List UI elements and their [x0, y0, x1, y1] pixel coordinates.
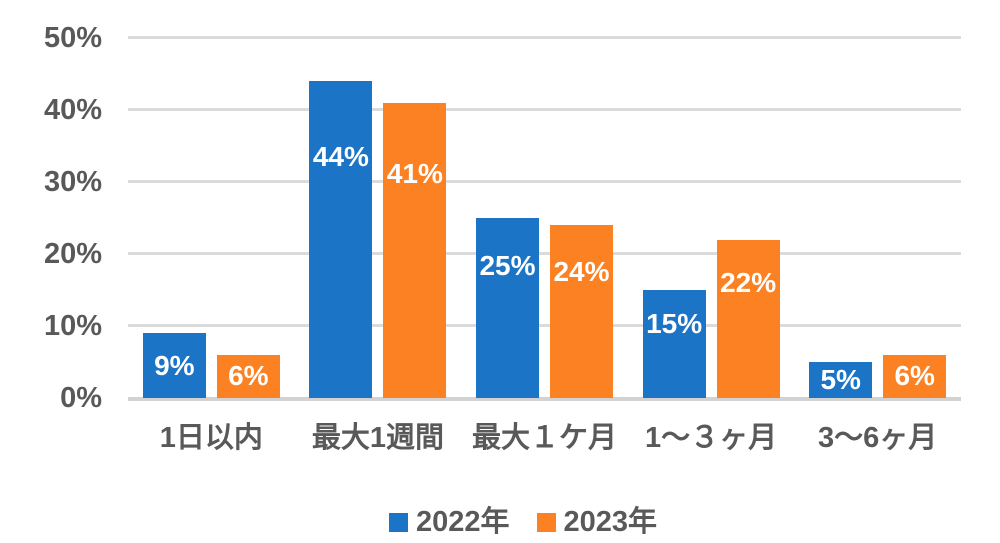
- y-tick-label-20: 20%: [43, 238, 102, 270]
- gridline-40: [128, 108, 961, 111]
- bar-2022年-1〜３ヶ月: 15%: [642, 290, 706, 398]
- gridline-10: [128, 324, 961, 327]
- gridline-30: [128, 180, 961, 183]
- bar-value-label: 25%: [479, 250, 536, 281]
- bar-value-label: 41%: [386, 157, 443, 189]
- category-label-3: 1〜３ヶ月: [645, 422, 778, 454]
- legend: 2022年 2023年: [23, 505, 1000, 539]
- bar-value-label: 24%: [553, 255, 610, 287]
- legend-item-2023年: 2023年: [536, 505, 658, 539]
- bar-2023年-最大1週間: 41%: [383, 102, 447, 398]
- bar-2022年-3〜6ヶ月: 5%: [809, 362, 873, 398]
- category-label-4: 3〜6ヶ月: [818, 422, 938, 454]
- legend-swatch-icon: [536, 512, 556, 532]
- bar-value-label: 9%: [154, 349, 195, 381]
- gridline-50: [128, 36, 961, 39]
- legend-item-2022年: 2022年: [388, 505, 510, 539]
- bar-value-label: 22%: [720, 267, 777, 299]
- legend-label: 2022年: [415, 506, 510, 538]
- bar-value-label: 5%: [820, 364, 861, 395]
- bar-2023年-1日以内: 6%: [216, 354, 280, 398]
- y-tick-label-0: 0%: [60, 382, 102, 414]
- bar-2023年-3〜6ヶ月: 6%: [883, 354, 947, 398]
- category-label-2: 最大１ケ月: [471, 422, 617, 454]
- y-tick-label-30: 30%: [43, 166, 102, 198]
- x-axis-line: [128, 397, 961, 401]
- bar-2022年-最大１ケ月: 25%: [476, 218, 539, 398]
- bar-value-label: 6%: [228, 360, 269, 392]
- category-label-1: 最大1週間: [311, 422, 444, 454]
- legend-label: 2023年: [563, 506, 658, 538]
- y-tick-label-40: 40%: [43, 94, 102, 126]
- bar-value-label: 6%: [894, 360, 935, 392]
- gridline-20: [128, 252, 961, 255]
- y-tick-label-50: 50%: [43, 22, 102, 54]
- legend-swatch-icon: [388, 512, 408, 532]
- bar-value-label: 44%: [312, 140, 369, 172]
- category-label-0: 1日以内: [159, 422, 263, 454]
- bar-2023年-1〜３ヶ月: 22%: [716, 239, 780, 398]
- bar-2022年-1日以内: 9%: [142, 333, 206, 398]
- y-tick-label-10: 10%: [43, 310, 102, 342]
- bar-2023年-最大１ケ月: 24%: [550, 225, 613, 398]
- bar-2022年-最大1週間: 44%: [309, 81, 373, 398]
- bar-value-label: 15%: [646, 307, 703, 339]
